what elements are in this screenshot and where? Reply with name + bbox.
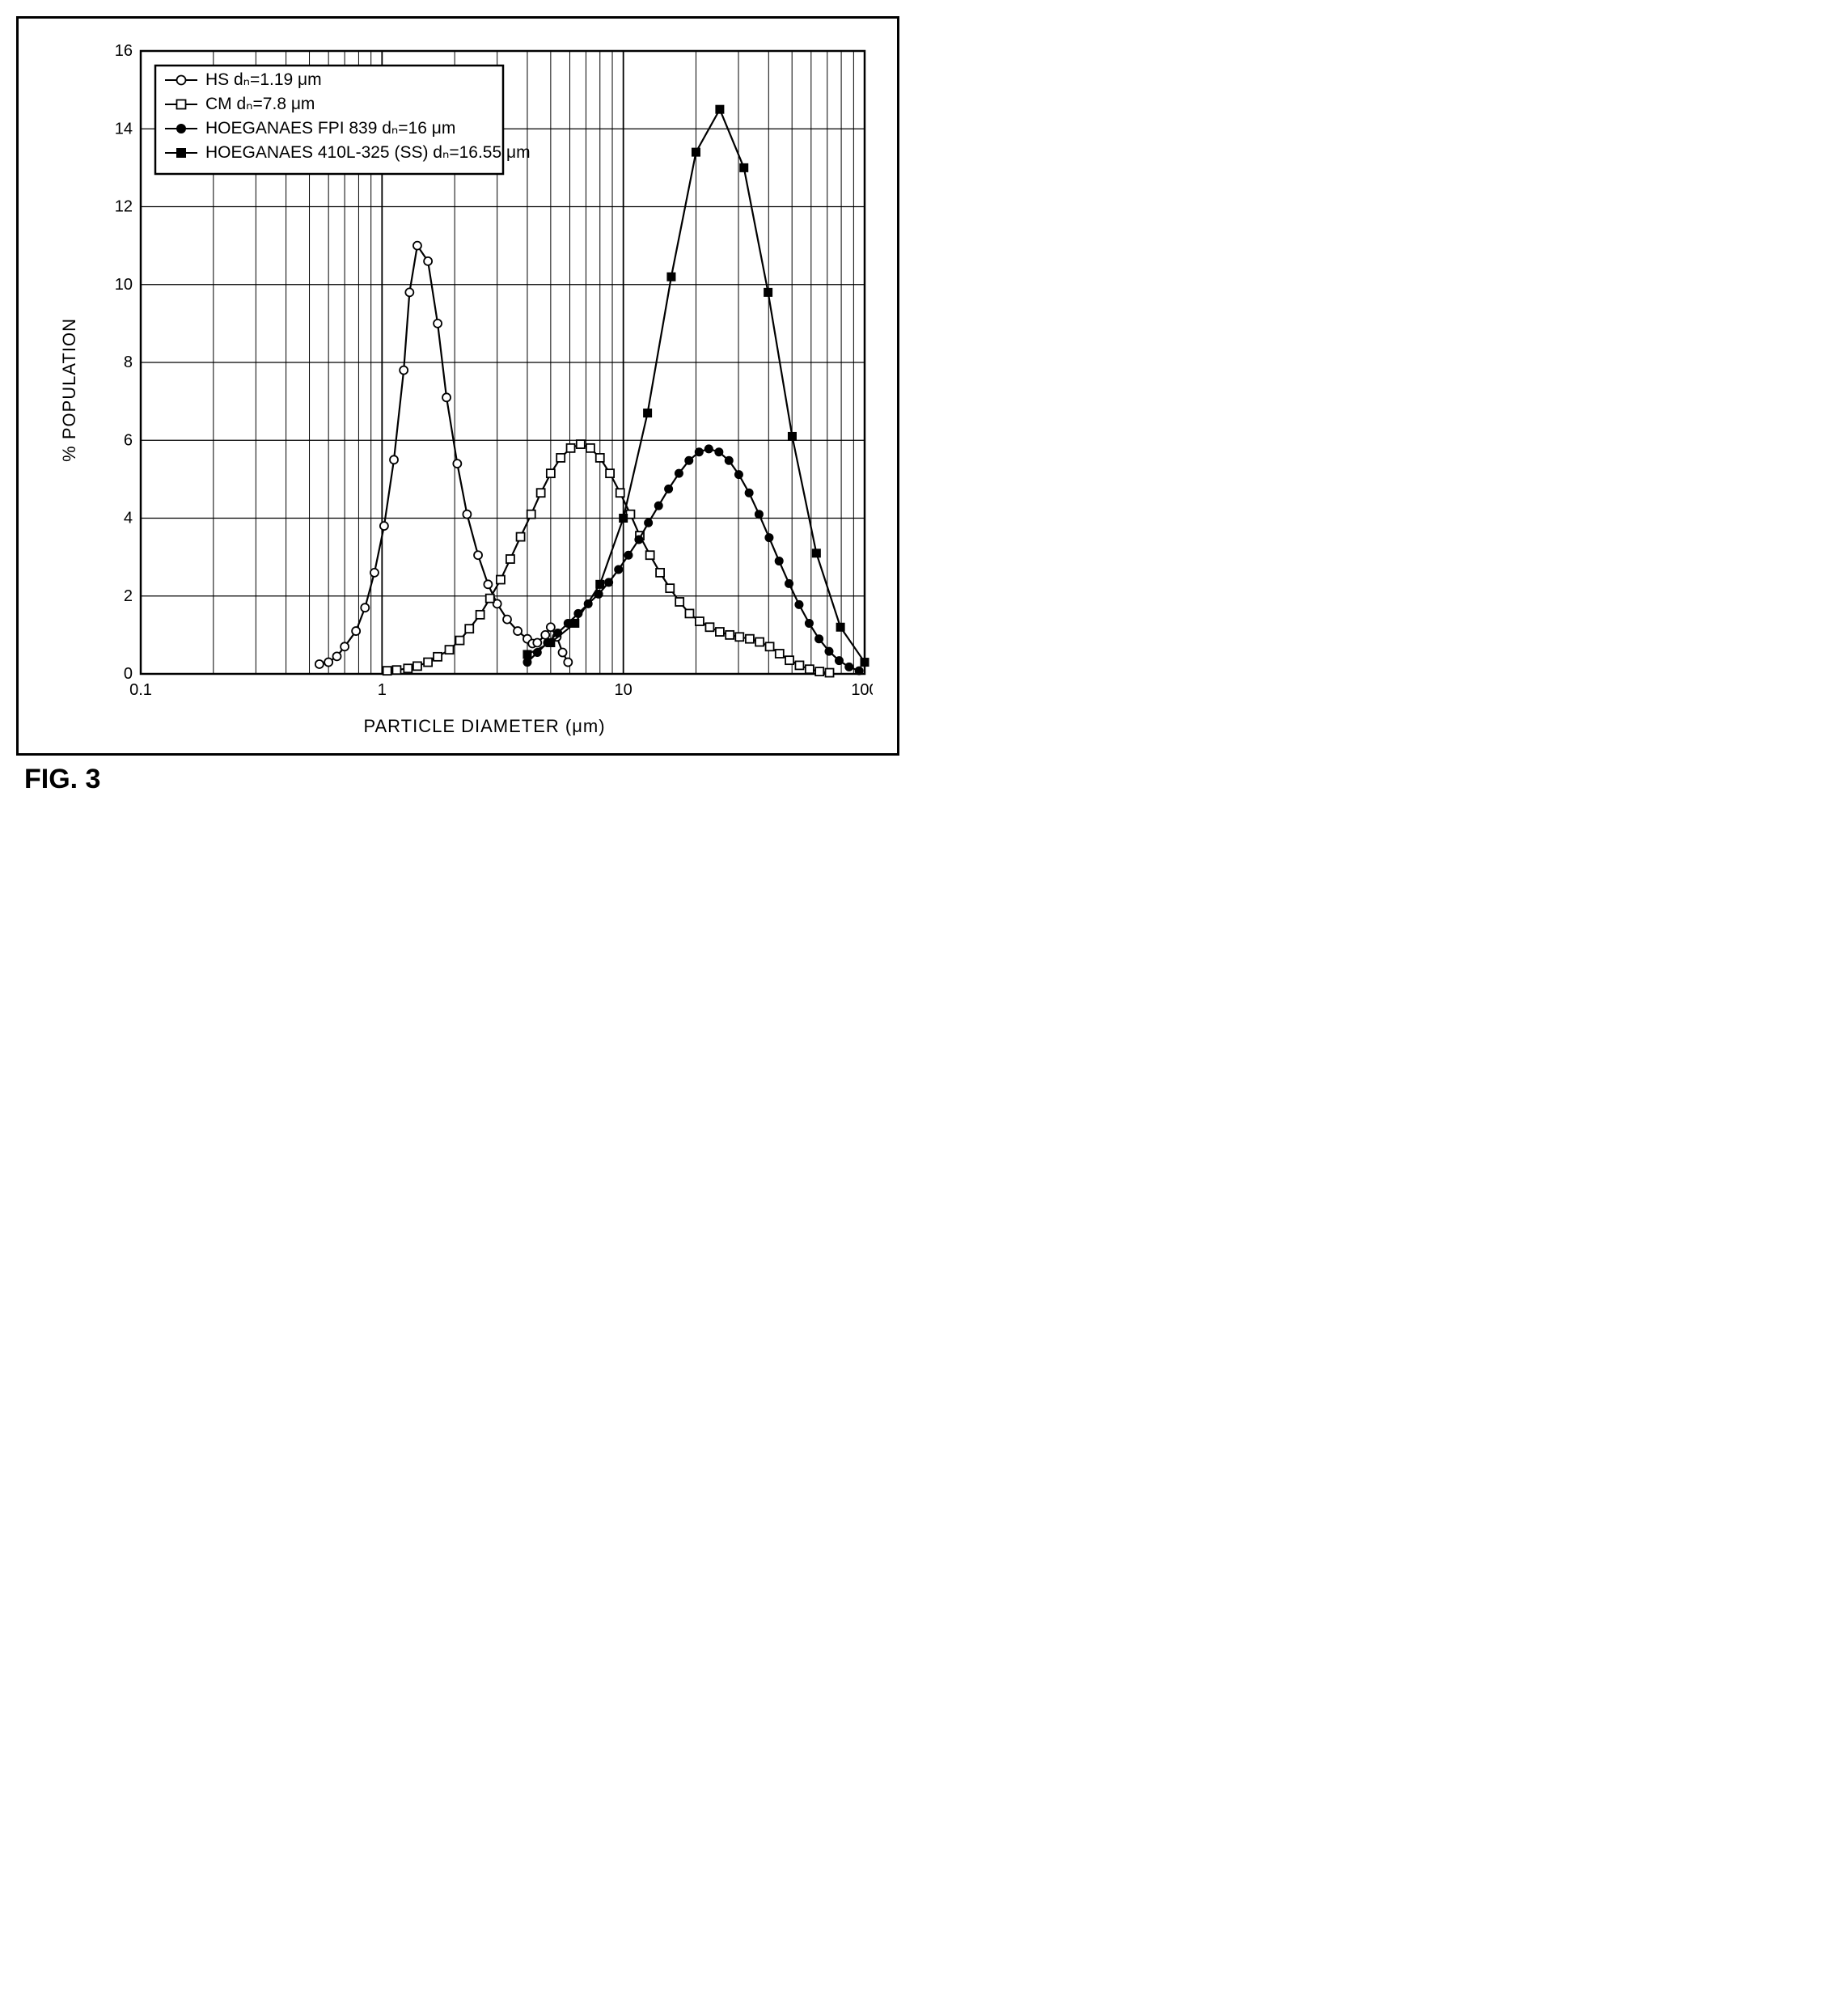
x-axis-label: PARTICLE DIAMETER (μm) — [96, 716, 873, 737]
chart-svg: 0 2 4 6 8 10 12 14 16 0.1 1 10 100 HS dₙ=1.19 μm CM dₙ… — [96, 43, 873, 706]
svg-text:1: 1 — [378, 681, 387, 699]
svg-text:2: 2 — [124, 587, 133, 605]
svg-text:HOEGANAES 410L-325 (SS) dₙ=16.: HOEGANAES 410L-325 (SS) dₙ=16.55 μm — [205, 143, 531, 162]
figure-caption: FIG. 3 — [24, 764, 1816, 795]
svg-text:100: 100 — [851, 681, 873, 699]
svg-text:10: 10 — [115, 276, 133, 294]
svg-text:0.1: 0.1 — [129, 681, 152, 699]
svg-text:0: 0 — [124, 665, 133, 683]
svg-text:12: 12 — [115, 198, 133, 216]
svg-text:HS dₙ=1.19 μm: HS dₙ=1.19 μm — [205, 70, 322, 89]
svg-text:16: 16 — [115, 43, 133, 60]
figure-frame: % POPULATION 0 2 4 6 8 10 12 14 16 0.1 1 10 100 HS dₙ… — [16, 16, 899, 756]
svg-text:4: 4 — [124, 510, 133, 527]
svg-text:CM dₙ=7.8 μm: CM dₙ=7.8 μm — [205, 95, 315, 113]
chart-area: % POPULATION 0 2 4 6 8 10 12 14 16 0.1 1 10 100 HS dₙ… — [59, 43, 873, 737]
svg-text:10: 10 — [615, 681, 633, 699]
y-axis-label: % POPULATION — [59, 318, 80, 462]
svg-text:HOEGANAES FPI 839 dₙ=16 μm: HOEGANAES FPI 839 dₙ=16 μm — [205, 119, 455, 138]
svg-text:6: 6 — [124, 431, 133, 449]
svg-text:8: 8 — [124, 354, 133, 371]
svg-text:14: 14 — [115, 120, 133, 138]
